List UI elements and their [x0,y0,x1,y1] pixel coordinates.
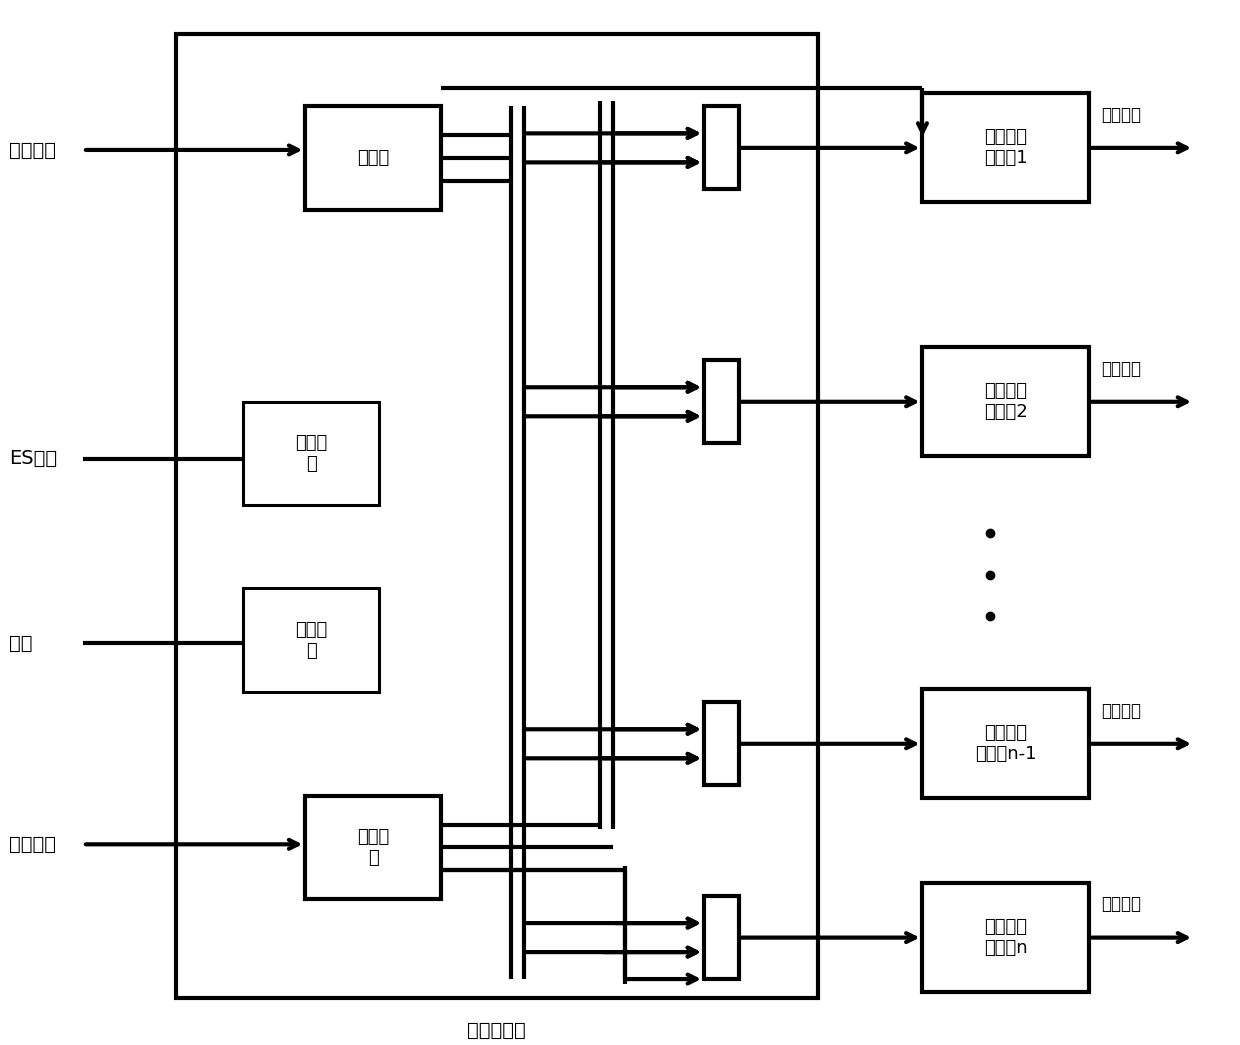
Bar [243,588,379,692]
Text: 电源: 电源 [9,633,32,653]
Bar [923,883,1089,992]
Text: 中频采集
处理板1: 中频采集 处理板1 [985,129,1028,167]
Text: 信号分配板: 信号分配板 [467,1021,526,1041]
Text: 控制信号: 控制信号 [9,835,56,854]
Bar [704,107,739,189]
Bar [305,107,441,210]
Text: 功分器: 功分器 [357,149,389,167]
Bar [176,33,817,998]
Bar [923,347,1089,457]
Text: 电源分
配: 电源分 配 [295,621,327,659]
Text: 信号输出: 信号输出 [1101,896,1142,913]
Bar [704,897,739,979]
Text: 信号输出: 信号输出 [1101,359,1142,377]
Bar [923,93,1089,203]
Text: 信号输出: 信号输出 [1101,701,1142,720]
Bar [704,361,739,443]
Text: 时钟信号: 时钟信号 [9,140,56,160]
Text: ES信号: ES信号 [9,449,57,468]
Text: 信号输出: 信号输出 [1101,106,1142,123]
Text: 中频采集
处理板2: 中频采集 处理板2 [983,382,1028,421]
Bar [305,795,441,900]
Text: 中频采集
处理板n-1: 中频采集 处理板n-1 [975,724,1037,763]
Text: 驱动分
配: 驱动分 配 [295,435,327,473]
Text: 中频采集
处理板n: 中频采集 处理板n [985,919,1028,957]
Text: 控制分
配: 控制分 配 [357,828,389,867]
Bar [704,702,739,785]
Bar [923,690,1089,798]
Bar [243,401,379,506]
